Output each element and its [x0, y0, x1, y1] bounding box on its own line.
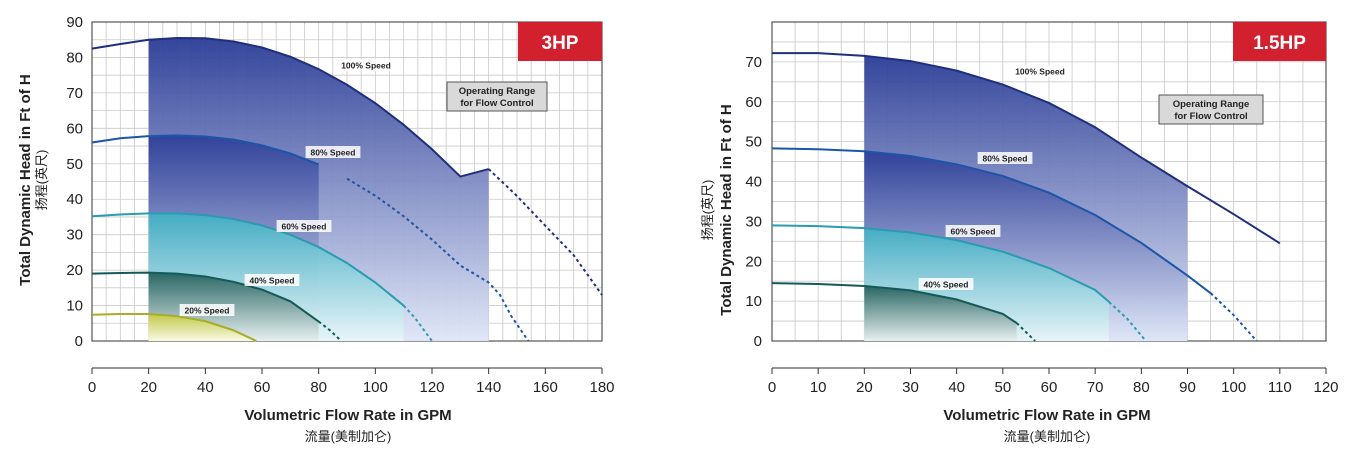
series-line-dashed [318, 320, 343, 342]
x-tick-label: 50 [994, 379, 1011, 396]
y-tick-label: 0 [75, 333, 83, 350]
x-tick-label: 120 [1313, 379, 1338, 396]
x-tick-label: 80 [310, 379, 327, 396]
series-label-bg [305, 146, 361, 158]
x-tick-label: 180 [589, 379, 614, 396]
x-tick-label: 30 [902, 379, 919, 396]
x-tick-label: 20 [140, 379, 157, 396]
y-tick-label: 30 [745, 213, 762, 230]
series-line [91, 313, 257, 342]
x-tick-label: 100 [363, 379, 388, 396]
x-tick-label: 60 [254, 379, 271, 396]
series-label: 20% Speed [185, 306, 230, 316]
y-tick-label: 10 [66, 298, 83, 315]
series-line [771, 147, 1212, 294]
hp-badge-label: 3HP [542, 33, 579, 54]
series-label-bg [276, 220, 332, 232]
series-label-bg [244, 274, 300, 286]
series-label-bg [977, 152, 1033, 164]
series-label-bg [336, 59, 396, 71]
x-tick-label: 110 [1268, 379, 1292, 396]
x-axis-title: Volumetric Flow Rate in GPM [943, 407, 1150, 424]
series-label: 40% Speed [250, 276, 295, 286]
y-tick-label: 40 [66, 191, 83, 208]
series-line [91, 271, 320, 323]
series-line [772, 52, 1281, 245]
series-line-dashed [1015, 322, 1036, 342]
x-tick-label: 90 [1179, 379, 1196, 396]
series-line-dashed [487, 168, 603, 296]
x-axis-subtitle: 流量(美制加仑) [305, 429, 392, 444]
y-axis-title: Total Dynamic Head in Ft of H [718, 104, 735, 315]
y-tick-label: 70 [745, 54, 762, 71]
x-axis-title: Volumetric Flow Rate in GPM [244, 407, 451, 424]
operating-range-label: for Flow Control [1174, 111, 1247, 122]
x-tick-label: 120 [419, 379, 444, 396]
operating-range-callout [446, 81, 548, 112]
x-tick-label: 40 [948, 379, 965, 396]
x-tick-label: 60 [1041, 379, 1058, 396]
operating-range-callout [1158, 94, 1264, 125]
series-label: 60% Speed [282, 222, 327, 232]
series-line-dashed [1209, 292, 1258, 342]
series-label: 80% Speed [311, 148, 356, 158]
y-tick-label: 60 [66, 120, 83, 137]
x-axis-subtitle: 流量(美制加仑) [1004, 429, 1091, 444]
series-line [91, 36, 489, 178]
series-line [771, 224, 1110, 303]
y-tick-label: 50 [745, 134, 762, 151]
y-tick-label: 90 [66, 14, 83, 31]
x-tick-label: 0 [88, 379, 96, 396]
series-label: 100% Speed [341, 61, 391, 71]
x-tick-label: 100 [1221, 379, 1246, 396]
y-tick-label: 10 [745, 293, 762, 310]
y-tick-label: 40 [745, 174, 762, 191]
x-tick-label: 160 [533, 379, 558, 396]
x-tick-label: 10 [810, 379, 827, 396]
operating-range-bands [864, 55, 1188, 342]
series-line [91, 134, 320, 166]
operating-range-band [148, 314, 257, 341]
series-line [91, 212, 405, 307]
series-label: 100% Speed [1015, 67, 1065, 77]
operating-range-label: Operating Range [459, 86, 536, 97]
y-tick-label: 80 [66, 49, 83, 66]
y-tick-label: 20 [745, 253, 762, 270]
operating-range-band [864, 285, 1017, 341]
hp-badge [1233, 22, 1326, 61]
y-tick-label: 20 [66, 262, 83, 279]
series-label-bg [1010, 65, 1070, 77]
series-label: 80% Speed [983, 154, 1028, 164]
operating-range-label: Operating Range [1173, 99, 1250, 110]
chart-2: 100% Speed 80% Speed 60% Speed 40% Speed 0 10… [700, 21, 1339, 444]
chart-1: 100% Speed 80% Speed 60% Speed 40% Speed 20%… [17, 14, 615, 444]
series-label-bg [179, 304, 235, 316]
y-axis-subtitle: 扬程(英尺) [34, 150, 49, 211]
x-tick-label: 70 [1087, 379, 1104, 396]
hp-badge-label: 1.5HP [1253, 33, 1306, 54]
x-tick-label: 0 [768, 379, 776, 396]
series-label: 60% Speed [951, 227, 996, 237]
operating-range-bands [148, 37, 489, 341]
y-tick-label: 30 [66, 227, 83, 244]
y-tick-label: 50 [66, 156, 83, 173]
series-label-bg [945, 225, 1001, 237]
y-axis-subtitle: 扬程(英尺) [700, 180, 715, 241]
x-tick-label: 80 [1133, 379, 1150, 396]
series-line [771, 282, 1018, 324]
operating-range-label: for Flow Control [460, 98, 533, 109]
x-tick-label: 140 [476, 379, 501, 396]
series-label-bg [918, 278, 974, 290]
y-axis-title: Total Dynamic Head in Ft of H [17, 74, 34, 285]
x-tick-label: 40 [197, 379, 214, 396]
y-tick-label: 70 [66, 85, 83, 102]
series-label: 40% Speed [924, 280, 969, 290]
y-tick-label: 60 [745, 94, 762, 111]
series-line-dashed [346, 177, 530, 342]
series-line-dashed [1108, 301, 1147, 342]
hp-badge [518, 22, 602, 61]
x-tick-label: 20 [856, 379, 873, 396]
y-tick-label: 0 [754, 333, 762, 350]
